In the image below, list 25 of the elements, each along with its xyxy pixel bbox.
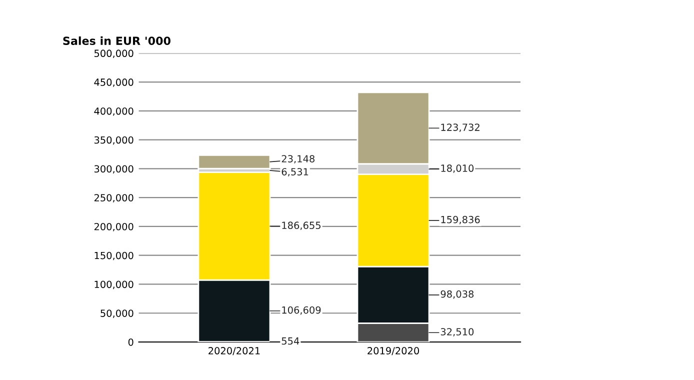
bar xyxy=(198,154,271,170)
x-tick-label: 2019/2020 xyxy=(368,347,419,356)
y-tick-label: 250,000 xyxy=(94,194,134,202)
y-tick-label: 400,000 xyxy=(94,107,134,116)
data-label: 123,732 xyxy=(441,124,480,132)
y-tick-label: 100,000 xyxy=(94,280,134,290)
data-label: 6,531 xyxy=(282,168,308,176)
data-label: 106,609 xyxy=(282,306,321,315)
y-tick-label: 150,000 xyxy=(94,252,134,260)
y-tick-label: 0 xyxy=(128,338,134,346)
y-tick-label: 350,000 xyxy=(94,136,134,145)
data-label: 186,655 xyxy=(282,222,320,230)
data-label: 554 xyxy=(282,337,300,345)
data-label: 18,010 xyxy=(441,164,474,173)
y-tick-label: 300,000 xyxy=(94,165,134,174)
y-tick-label: 500,000 xyxy=(94,50,134,58)
data-label: 23,148 xyxy=(282,155,314,164)
x-tick-label: 2020/2021 xyxy=(208,347,260,356)
data-label: 159,836 xyxy=(441,216,480,224)
y-tick-label: 50,000 xyxy=(100,310,134,318)
data-label: 98,038 xyxy=(440,290,474,299)
chart-title: Sales in EUR '000 xyxy=(63,36,170,46)
y-tick-label: 450,000 xyxy=(94,78,134,87)
y-tick-label: 200,000 xyxy=(94,222,134,232)
data-label: 32,510 xyxy=(440,328,474,336)
